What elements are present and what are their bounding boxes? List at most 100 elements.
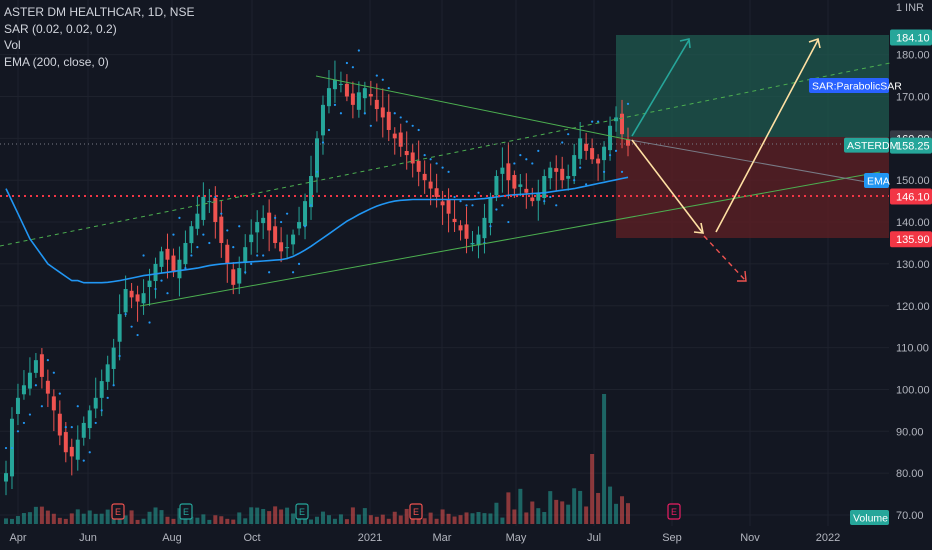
sar-dot — [363, 112, 366, 115]
candle — [614, 106, 619, 132]
volume-bar — [332, 518, 337, 524]
candle-body — [440, 201, 445, 206]
tag-sar[interactable]: SAR:ParabolicSAR — [809, 78, 902, 93]
price-tick-label: 80.00 — [896, 468, 924, 480]
price-tag-target-high-text: 184.10 — [896, 32, 930, 44]
volume-bar — [303, 515, 308, 524]
candle-body — [285, 247, 290, 249]
lower-trendline[interactable] — [139, 171, 881, 307]
candle-body — [572, 155, 577, 177]
volume-bar — [344, 519, 349, 524]
earnings-marker-icon[interactable]: E — [295, 503, 309, 520]
sar-dot — [40, 405, 43, 408]
sar-dot — [602, 170, 606, 173]
candle — [350, 81, 355, 119]
sar-dot — [596, 120, 600, 123]
volume-bar — [279, 509, 284, 524]
volume-bar — [93, 513, 98, 524]
candle — [554, 155, 559, 191]
ema-line[interactable] — [5, 176, 629, 284]
candle — [590, 138, 595, 164]
down-arrow-dashed-red[interactable] — [703, 235, 747, 282]
candle-body — [63, 432, 68, 453]
candle-body — [45, 380, 50, 394]
tag-asterdm[interactable]: ASTERDM — [844, 137, 898, 153]
earnings-marker-icon[interactable]: E — [409, 503, 423, 520]
price-axis[interactable]: 70.00 80.00 90.00 100.00 110.00 120.00 130.00 1… — [896, 50, 930, 522]
volume-bar — [129, 510, 134, 524]
upper-trendline[interactable] — [315, 75, 631, 141]
earnings-marker-letter: E — [115, 507, 121, 517]
candle-body — [620, 113, 625, 135]
indicator-sar-label[interactable]: SAR (0.02, 0.02, 0.2) — [4, 21, 117, 36]
candle — [332, 60, 337, 103]
tag-asterdm-text: ASTERDM — [847, 140, 898, 152]
time-tick-label: May — [506, 532, 527, 544]
volume-bar — [590, 454, 595, 524]
volume-bar — [87, 510, 92, 524]
volume-bar — [452, 516, 457, 524]
candle-body — [548, 167, 553, 179]
chart-legend: ASTER DM HEALTHCAR, 1D, NSE SAR (0.02, 0… — [4, 4, 194, 70]
candle-body — [153, 263, 158, 282]
sar-dot — [46, 359, 49, 362]
tag-volume[interactable]: Volume — [850, 510, 889, 525]
sar-dot — [579, 166, 582, 169]
candle-body — [267, 212, 272, 231]
candle-body — [315, 138, 319, 178]
candle — [440, 190, 445, 225]
indicator-volume-label[interactable]: Vol — [4, 38, 21, 52]
sar-dot — [614, 149, 618, 153]
projection-line[interactable] — [629, 139, 890, 187]
candle — [626, 127, 630, 157]
up-arrow-yellow[interactable] — [715, 37, 821, 233]
candle — [99, 369, 104, 417]
candle — [620, 99, 625, 149]
volume-bar — [309, 519, 314, 524]
price-tag-last-box — [890, 137, 932, 154]
candle — [368, 80, 373, 106]
candle — [27, 357, 32, 396]
candle-body — [518, 184, 523, 187]
candle — [512, 170, 517, 198]
sar-dot — [214, 195, 217, 199]
loss-zone[interactable] — [616, 137, 889, 238]
earnings-marker-box — [667, 503, 681, 520]
candle-body — [380, 107, 385, 118]
candle — [303, 193, 308, 240]
candle — [135, 285, 140, 322]
price-tick-label: 90.00 — [896, 426, 924, 438]
candle — [195, 196, 200, 236]
candle — [344, 74, 349, 102]
sar-dot — [369, 124, 372, 127]
sar-dot — [184, 266, 187, 270]
down-arrow-yellow[interactable] — [631, 139, 704, 234]
candle-body — [99, 381, 104, 398]
volume-bar — [356, 514, 361, 524]
sar-dot — [465, 204, 468, 207]
currency-top: 1 — [895, 2, 902, 14]
indicator-ema-label[interactable]: EMA (200, close, 0) — [4, 54, 109, 69]
candle-body — [303, 201, 308, 227]
candle-body — [530, 197, 535, 202]
volume-bar — [506, 492, 511, 524]
earnings-marker-letter: E — [299, 507, 305, 517]
earnings-marker-icon[interactable]: E — [667, 503, 681, 520]
candle-body — [416, 160, 421, 172]
candle-body — [410, 152, 415, 164]
symbol-title[interactable]: ASTER DM HEALTHCAR, 1D, NSE — [4, 5, 195, 19]
sar-dot — [148, 321, 151, 324]
candle-body — [374, 99, 379, 110]
time-axis[interactable]: Apr Jun Aug Oct 2021 Mar May Jul Sep Nov 2022 — [9, 532, 840, 544]
volume-bar — [273, 506, 278, 524]
earnings-marker-icon[interactable]: E — [179, 503, 193, 520]
sar-dot — [160, 279, 163, 282]
sar-dot — [411, 124, 414, 127]
tag-ema[interactable]: EMA — [864, 173, 890, 188]
up-arrow-green[interactable] — [631, 38, 691, 137]
price-tag-target-low: 135.90 — [890, 231, 932, 248]
candle-body — [428, 181, 433, 189]
candle-body — [129, 290, 134, 298]
earnings-marker-icon[interactable]: E — [111, 503, 125, 520]
